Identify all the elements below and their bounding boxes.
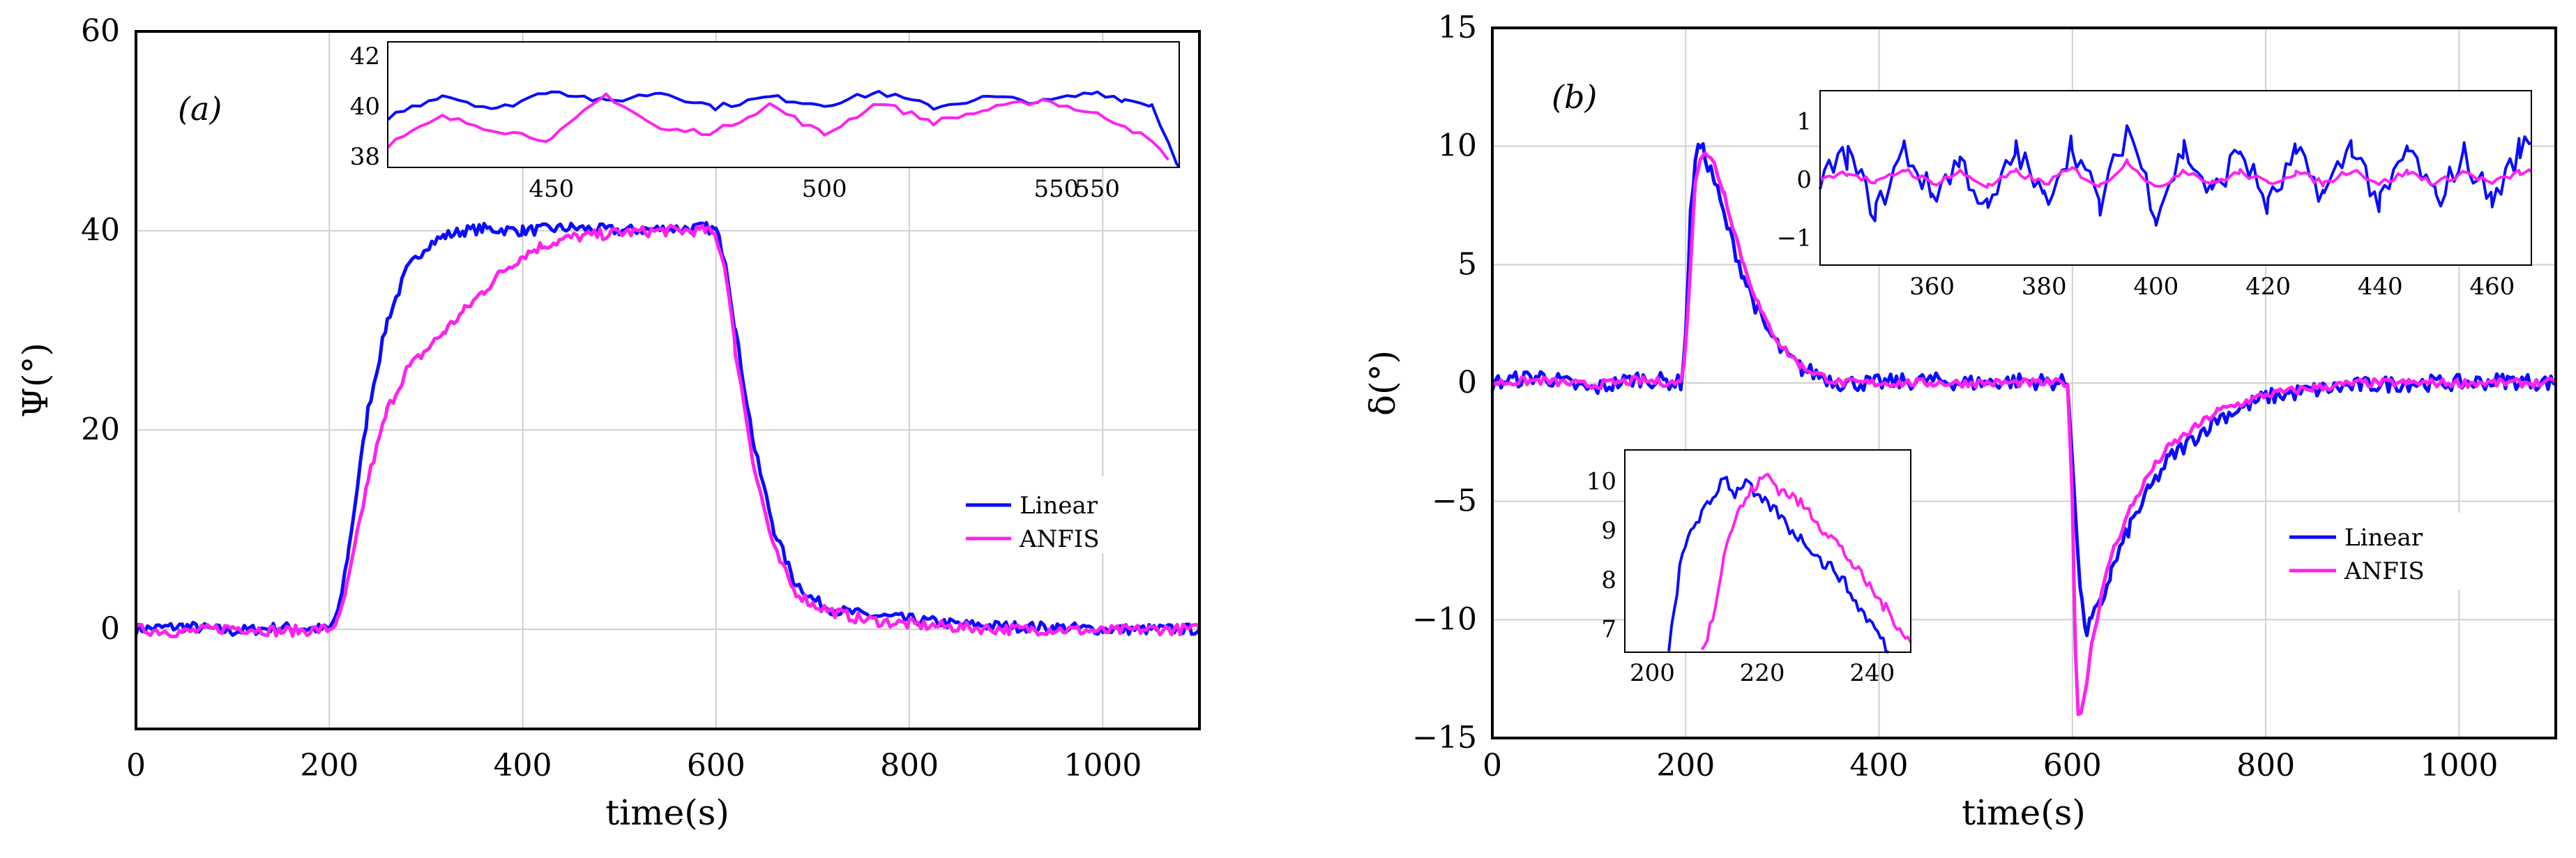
panel-b-y-ticks: 15 10 5 0 −5 −10 −15 xyxy=(1412,10,1477,755)
panel-a-label: (a) xyxy=(178,90,222,128)
panel-b-inset-top-y-tick-0: 1 xyxy=(1796,108,1812,136)
panel-a-frame xyxy=(135,30,1201,730)
panel-b-series xyxy=(1490,142,2557,716)
panel-b-x-tick-1: 200 xyxy=(1656,748,1715,783)
panel-b-x-tick-2: 400 xyxy=(1850,748,1909,783)
panel-a-y-tick-2: 40 xyxy=(81,213,120,248)
panel-a-series-linear xyxy=(134,220,1202,637)
panel-a-x-tick-4: 800 xyxy=(880,748,939,783)
panel-a-inset-background xyxy=(388,42,1179,167)
panel-b-inset-top-x-tick-2: 400 xyxy=(2133,273,2179,301)
panel-b-inset-bottom-y-tick-1: 9 xyxy=(1601,517,1616,545)
panel-a-inset-x-tick-1: 500 xyxy=(802,175,847,203)
panel-a-inset-y-tick-2: 42 xyxy=(350,43,380,70)
panel-b-inset-bottom: 200 220 240 10 9 8 7 xyxy=(1586,449,1912,687)
panel-b-y-tick-3: 0 xyxy=(1457,365,1477,400)
panel-b-y-tick-6: −15 xyxy=(1412,720,1477,755)
panel-b-inset-bottom-y-tick-2: 8 xyxy=(1601,566,1616,594)
panel-b-y-tick-4: −5 xyxy=(1432,483,1477,519)
panel-b-y-tick-1: 10 xyxy=(1438,128,1477,164)
panel-b-inset-top-y-tick-1: 0 xyxy=(1796,166,1812,194)
panel-a-inset-x-tick-0: 450 xyxy=(529,175,574,203)
panel-b-legend: Linear ANFIS xyxy=(2280,513,2490,589)
panel-a-inset-x-tick-2: 550 xyxy=(1075,175,1120,203)
panel-b-inset-top-x-tick-4: 440 xyxy=(2358,273,2403,301)
panel-a-series xyxy=(134,220,1202,639)
panel-b-x-ticks: 0 200 400 600 800 1000 xyxy=(1483,748,2498,783)
panel-b-x-tick-5: 1000 xyxy=(2420,748,2498,783)
panel-a-inset-y-tick-1: 40 xyxy=(350,93,380,121)
panel-a-x-axis-label: time(s) xyxy=(605,792,729,833)
panel-a-y-tick-0: 0 xyxy=(100,611,120,647)
panel-b-label: (b) xyxy=(1552,78,1597,116)
panel-b-inset-top-x-tick-0: 360 xyxy=(1909,273,1955,301)
panel-b-inset-top: 360 380 400 420 440 460 1 0 −1 xyxy=(1777,90,2533,301)
panel-a-inset-x-tick-3: 550 xyxy=(1034,175,1079,203)
panel-a-series-anfis xyxy=(135,223,1202,639)
panel-b-inset-bottom-series-anfis xyxy=(1700,472,1912,651)
panel-b-legend-box xyxy=(2280,513,2490,589)
panel-a-x-tick-1: 200 xyxy=(300,748,358,783)
panel-b-inset-top-y-tick-2: −1 xyxy=(1777,224,1812,252)
panel-a-chart: 0 200 400 600 800 1000 0 20 40 60 time(s) Ψ(°) (… xyxy=(15,13,1202,833)
panel-b-inset-top-series-linear xyxy=(1819,124,2532,227)
panel-b-inset-top-series xyxy=(1819,124,2533,227)
panel-a-inset-series-linear xyxy=(386,89,1181,169)
panel-b-inset-bottom-frame xyxy=(1624,449,1911,653)
panel-b-inset-bottom-x-ticks: 200 220 240 xyxy=(1630,659,1895,687)
panel-b-inset-bottom-x-tick-1: 220 xyxy=(1740,659,1785,687)
panel-a-x-tick-5: 1000 xyxy=(1063,748,1142,783)
panel-b-inset-bottom-x-tick-0: 200 xyxy=(1630,659,1675,687)
panel-a-legend-anfis-label: ANFIS xyxy=(1019,525,1100,553)
panel-b-inset-top-x-tick-1: 380 xyxy=(2022,273,2067,301)
panel-a-y-tick-3: 60 xyxy=(81,13,120,49)
panel-b-inset-top-x-tick-5: 460 xyxy=(2469,273,2515,301)
panel-b-x-tick-3: 600 xyxy=(2043,748,2102,783)
panel-b-y-tick-0: 15 xyxy=(1438,10,1477,45)
panel-a-y-axis-label: Ψ(°) xyxy=(15,343,56,418)
panel-b-inset-top-y-ticks: 1 0 −1 xyxy=(1777,108,1812,253)
panel-a-inset-frame xyxy=(387,41,1180,168)
panel-a-x-tick-2: 400 xyxy=(494,748,552,783)
panel-a-legend-box xyxy=(955,476,1165,553)
panel-b-inset-bottom-x-tick-2: 240 xyxy=(1849,659,1895,687)
panel-b-y-tick-5: −10 xyxy=(1412,601,1477,637)
panel-b-frame xyxy=(1491,27,2557,739)
panel-a-inset-series xyxy=(386,89,1181,169)
panel-b-inset-bottom-series xyxy=(1667,472,1912,654)
panel-b-inset-bottom-y-ticks: 10 9 8 7 xyxy=(1586,467,1616,643)
panel-b-legend-anfis-label: ANFIS xyxy=(2344,557,2425,585)
panel-a-legend: Linear ANFIS xyxy=(955,476,1165,553)
panel-a-y-ticks: 0 20 40 60 xyxy=(81,13,120,647)
panel-b-inset-top-series-anfis xyxy=(1819,158,2533,189)
panel-b-inset-top-x-ticks: 360 380 400 420 440 460 xyxy=(1909,273,2515,301)
panel-b-y-axis-label: δ(°) xyxy=(1363,350,1403,416)
panel-b-inset-bottom-series-linear xyxy=(1667,476,1889,654)
panel-b-series-anfis xyxy=(1491,151,2557,716)
panel-a-inset-y-tick-0: 38 xyxy=(350,143,380,171)
panel-b-inset-bottom-y-tick-3: 7 xyxy=(1601,616,1616,644)
panel-b-inset-top-frame xyxy=(1819,90,2532,266)
panel-a-inset-y-ticks: 38 40 42 xyxy=(350,43,380,171)
panel-b-y-tick-2: 5 xyxy=(1457,246,1477,282)
panel-b-x-tick-0: 0 xyxy=(1483,748,1502,783)
panel-b-inset-bottom-y-tick-0: 10 xyxy=(1586,467,1616,495)
panel-a-y-tick-1: 20 xyxy=(81,412,120,447)
panel-b-x-axis-label: time(s) xyxy=(1962,792,2086,833)
panel-b-x-tick-4: 800 xyxy=(2236,748,2295,783)
panel-b-legend-linear-label: Linear xyxy=(2344,524,2423,552)
panel-a-inset-series-anfis xyxy=(386,92,1169,161)
panel-a-x-tick-3: 600 xyxy=(687,748,745,783)
panel-a-x-ticks: 0 200 400 600 800 1000 xyxy=(126,748,1142,783)
panel-a-x-tick-0: 0 xyxy=(126,748,146,783)
panel-a-legend-linear-label: Linear xyxy=(1020,492,1098,520)
panel-b-inset-top-x-tick-3: 420 xyxy=(2245,273,2291,301)
